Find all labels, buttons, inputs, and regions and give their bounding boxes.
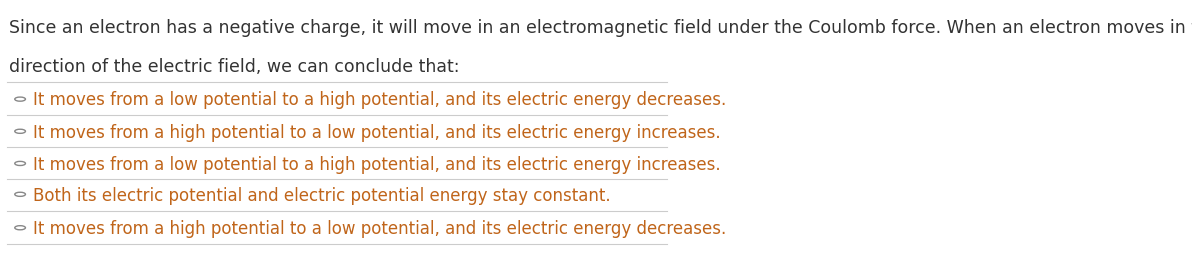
Text: It moves from a high potential to a low potential, and its electric energy incre: It moves from a high potential to a low … <box>33 124 721 142</box>
Text: It moves from a low potential to a high potential, and its electric energy incre: It moves from a low potential to a high … <box>33 156 721 174</box>
Text: It moves from a high potential to a low potential, and its electric energy decre: It moves from a high potential to a low … <box>33 220 727 238</box>
Text: Since an electron has a negative charge, it will move in an electromagnetic fiel: Since an electron has a negative charge,… <box>10 20 1192 37</box>
Text: Both its electric potential and electric potential energy stay constant.: Both its electric potential and electric… <box>33 187 611 205</box>
Text: direction of the electric field, we can conclude that:: direction of the electric field, we can … <box>10 58 460 76</box>
Text: It moves from a low potential to a high potential, and its electric energy decre: It moves from a low potential to a high … <box>33 92 727 109</box>
